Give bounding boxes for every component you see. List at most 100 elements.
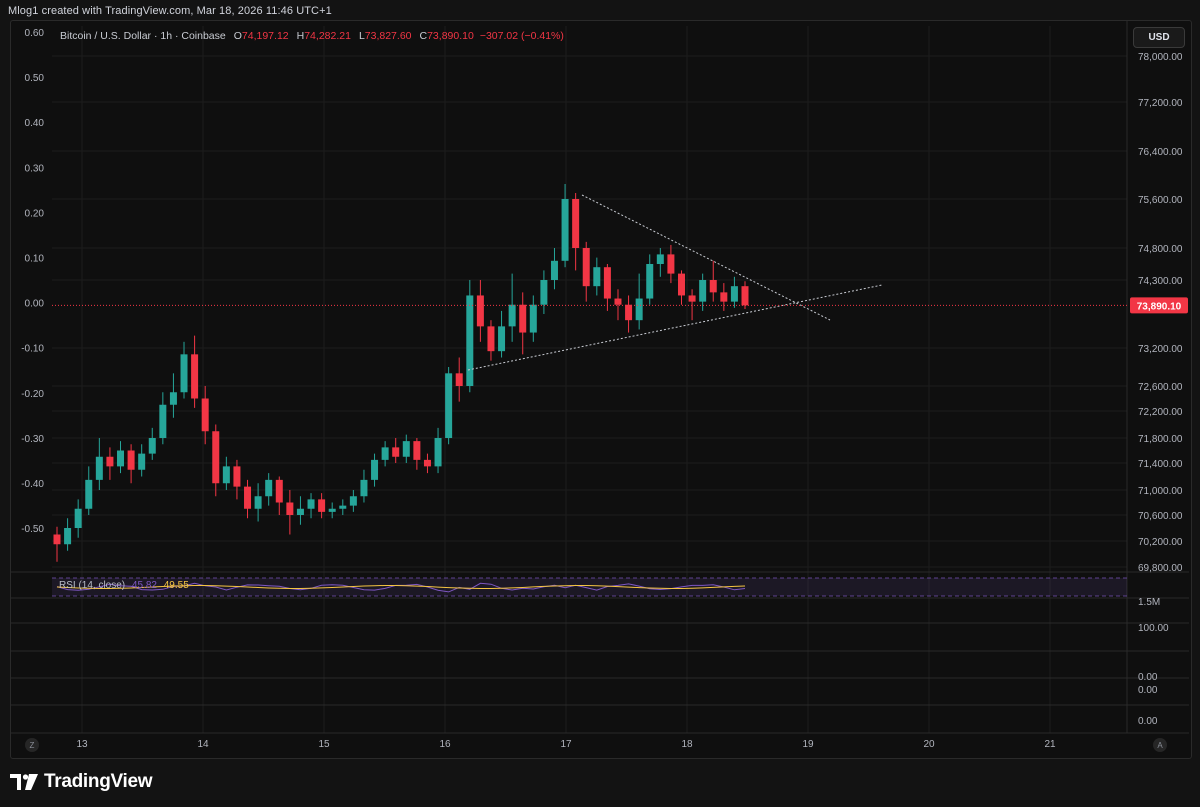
right-axis-tick: 73,200.00: [1138, 344, 1183, 355]
candle-up: [339, 499, 347, 515]
auto-scale-left-button[interactable]: Z: [25, 738, 39, 752]
close-number: 73,890.10: [427, 30, 474, 42]
rsi-pane: [52, 577, 1127, 597]
candle-body: [222, 466, 230, 484]
left-axis-tick: -0.10: [21, 344, 44, 355]
right-axis-tick: 71,400.00: [1138, 459, 1183, 470]
candle-body: [392, 447, 400, 457]
rsi-legend: RSI (14, close) 45.82 49.55: [59, 580, 189, 591]
candle-down: [572, 193, 580, 271]
candle-up: [265, 473, 273, 506]
right-axis-tick: 69,800.00: [1138, 563, 1183, 574]
lower-pane-axis-label: 1.5M: [1138, 597, 1160, 608]
low-number: 73,827.60: [364, 30, 412, 42]
candle-down: [741, 281, 749, 310]
candle-down: [201, 386, 209, 445]
candle-body: [180, 354, 188, 393]
candle-down: [614, 289, 622, 321]
time-axis-tick: 13: [76, 739, 88, 750]
candle-body: [169, 392, 177, 405]
candle-body: [466, 295, 474, 386]
candle-down: [423, 453, 431, 474]
candle-body: [476, 295, 484, 327]
candle-up: [328, 502, 336, 519]
candle-body: [667, 254, 675, 274]
left-axis-tick: -0.40: [21, 479, 44, 490]
candle-up: [222, 456, 230, 490]
candle-up: [656, 248, 664, 277]
grid-lines: [52, 26, 1127, 733]
lower-pane-axis-label: 100.00: [1138, 623, 1169, 634]
left-axis-tick: 0.10: [25, 254, 45, 265]
candle-body: [455, 373, 463, 386]
symbol-label[interactable]: Bitcoin / U.S. Dollar · 1h · Coinbase: [60, 30, 226, 42]
candle-up: [646, 254, 654, 305]
left-axis-tick: 0.60: [25, 28, 45, 39]
candle-down: [667, 244, 675, 284]
candle-body: [117, 450, 125, 467]
left-axis-tick: -0.50: [21, 524, 44, 535]
candle-down: [455, 357, 463, 402]
candle-up: [85, 466, 93, 515]
right-axis: 78,000.00 77,200.00 76,400.00 75,600.00 74,8…: [1138, 52, 1183, 727]
candle-up: [593, 257, 601, 296]
candle-down: [487, 320, 495, 361]
candle-body: [148, 438, 156, 454]
candle-body: [508, 304, 516, 327]
candle-body: [434, 438, 442, 467]
candle-up: [159, 392, 167, 445]
right-axis-tick: 76,400.00: [1138, 147, 1183, 158]
candle-body: [688, 295, 696, 302]
candle-down: [625, 295, 633, 333]
time-axis-tick: 17: [560, 739, 572, 750]
candle-down: [53, 526, 61, 562]
last-price-tag-text: 73,890.10: [1137, 301, 1182, 312]
rsi-label[interactable]: RSI (14, close): [59, 580, 126, 591]
candle-body: [402, 441, 410, 457]
candle-down: [212, 424, 220, 497]
candle-body: [318, 499, 326, 512]
candle-body: [487, 326, 495, 352]
left-axis-tick: -0.20: [21, 389, 44, 400]
time-axis-tick: 14: [197, 739, 209, 750]
candle-body: [730, 286, 738, 302]
candle-up: [540, 270, 548, 314]
candle-up: [117, 441, 125, 474]
candle-down: [603, 264, 611, 311]
candle-down: [688, 289, 696, 321]
candle-up: [296, 496, 304, 525]
candle-up: [550, 248, 558, 290]
candle-up: [466, 280, 474, 393]
candle-up: [402, 434, 410, 463]
high-label: H: [296, 30, 305, 42]
lower-pane-axis-label: 0.00: [1138, 716, 1158, 727]
auto-scale-right-button[interactable]: A: [1153, 738, 1167, 752]
candle-body: [741, 286, 749, 306]
currency-button[interactable]: USD: [1133, 27, 1185, 48]
time-axis-tick: 18: [681, 739, 693, 750]
candle-down: [318, 493, 326, 519]
candle-body: [254, 496, 262, 509]
candle-body: [212, 431, 220, 484]
candle-body: [74, 508, 82, 528]
candle-up: [95, 438, 103, 490]
right-axis-tick: 71,000.00: [1138, 486, 1183, 497]
left-axis-tick: -0.30: [21, 434, 44, 445]
candle-body: [64, 528, 72, 545]
lower-pane-axis-label: 0.00: [1138, 685, 1158, 696]
candle-up: [445, 367, 453, 445]
candle-up: [360, 469, 368, 503]
candle-up: [699, 273, 707, 311]
right-axis-tick: 78,000.00: [1138, 52, 1183, 63]
candle-body: [561, 199, 569, 261]
candle-body: [445, 373, 453, 438]
candle-body: [360, 479, 368, 497]
time-axis-tick: 21: [1044, 739, 1056, 750]
candle-down: [275, 476, 283, 515]
candle-up: [349, 490, 357, 512]
candle-up: [498, 310, 506, 358]
candle-body: [646, 264, 654, 299]
candle-up: [138, 444, 146, 477]
candle-body: [381, 447, 389, 460]
